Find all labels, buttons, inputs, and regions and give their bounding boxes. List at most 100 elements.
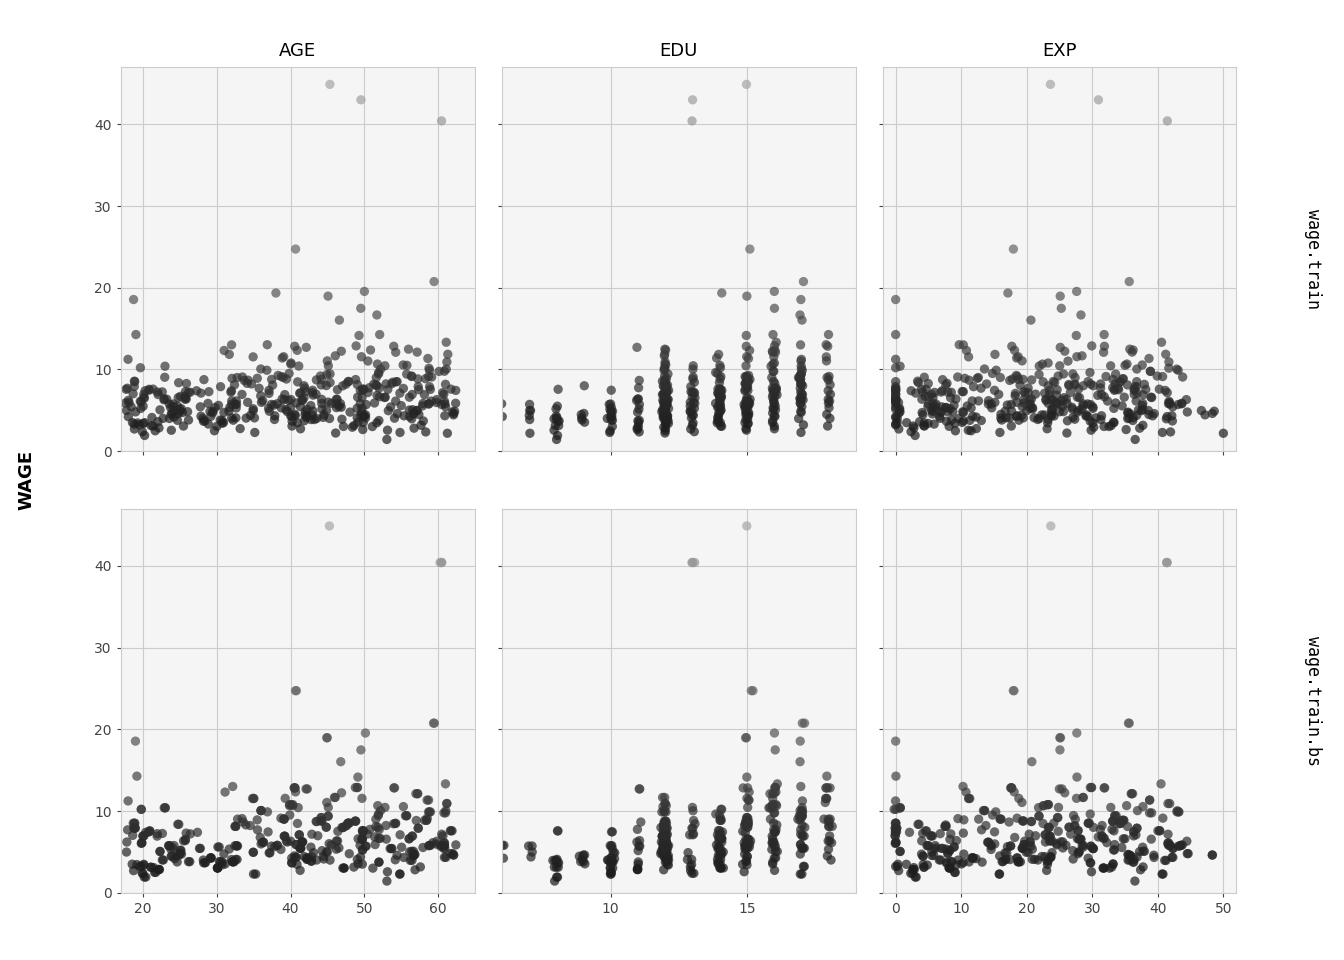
Point <box>708 823 730 838</box>
Point <box>310 813 332 828</box>
Point <box>284 780 305 796</box>
Point <box>423 274 445 289</box>
Point <box>1028 358 1050 373</box>
Point <box>270 842 292 857</box>
Point <box>628 380 649 396</box>
Point <box>1126 850 1148 865</box>
Point <box>368 389 390 404</box>
Point <box>597 852 618 868</box>
Point <box>765 384 786 399</box>
Point <box>962 851 984 866</box>
Point <box>543 411 564 426</box>
Point <box>1008 372 1030 387</box>
Point <box>737 378 758 394</box>
Point <box>257 804 278 820</box>
Point <box>735 394 757 409</box>
Point <box>132 866 153 881</box>
Point <box>681 385 703 400</box>
Point <box>333 860 355 876</box>
Point <box>970 822 992 837</box>
Point <box>1124 379 1145 395</box>
Point <box>937 846 958 861</box>
Point <box>543 859 564 875</box>
Point <box>306 411 328 426</box>
Point <box>737 857 758 873</box>
Point <box>909 414 930 429</box>
Point <box>1125 394 1146 409</box>
Point <box>1093 860 1114 876</box>
Point <box>789 866 810 881</box>
Point <box>1008 854 1030 870</box>
Point <box>355 410 376 425</box>
Point <box>296 340 317 355</box>
Point <box>345 372 367 387</box>
Point <box>939 401 961 417</box>
Point <box>253 834 274 850</box>
Point <box>1021 852 1043 867</box>
Point <box>953 779 974 794</box>
Point <box>905 385 926 400</box>
Point <box>395 808 417 824</box>
Point <box>1120 848 1141 863</box>
Point <box>655 400 676 416</box>
Point <box>173 833 195 849</box>
Point <box>766 777 788 792</box>
Point <box>710 390 731 405</box>
Point <box>680 410 702 425</box>
Point <box>1003 241 1024 256</box>
Point <box>294 384 316 399</box>
Point <box>599 854 621 870</box>
Point <box>628 413 649 428</box>
Point <box>1004 388 1025 403</box>
Point <box>710 831 731 847</box>
Point <box>762 786 784 802</box>
Point <box>887 859 909 875</box>
Point <box>913 849 934 864</box>
Point <box>1141 390 1163 405</box>
Point <box>363 376 384 392</box>
Point <box>1169 838 1191 853</box>
Point <box>1038 853 1059 869</box>
Point <box>332 820 353 835</box>
Point <box>711 844 732 859</box>
Point <box>1117 411 1138 426</box>
Point <box>296 781 317 797</box>
Point <box>351 92 372 108</box>
Point <box>171 843 192 858</box>
Point <box>347 390 368 405</box>
Point <box>1094 389 1116 404</box>
Point <box>1094 326 1116 342</box>
Point <box>707 852 728 867</box>
Point <box>355 407 376 422</box>
Point <box>546 432 567 447</box>
Point <box>442 404 464 420</box>
Point <box>169 404 191 420</box>
Point <box>657 400 679 416</box>
Point <box>1047 382 1068 397</box>
Point <box>245 866 266 881</box>
Point <box>1126 361 1148 376</box>
Point <box>659 852 680 868</box>
Point <box>980 838 1001 853</box>
Point <box>945 865 966 880</box>
Point <box>1118 715 1140 731</box>
Point <box>911 392 933 407</box>
Point <box>681 372 703 387</box>
Point <box>886 835 907 851</box>
Point <box>930 852 952 868</box>
Point <box>210 379 231 395</box>
Point <box>289 841 310 856</box>
Point <box>790 372 812 387</box>
Point <box>211 854 233 870</box>
Point <box>707 841 728 856</box>
Point <box>130 395 152 410</box>
Point <box>656 816 677 831</box>
Point <box>161 849 183 864</box>
Point <box>995 403 1016 419</box>
Point <box>684 816 706 831</box>
Point <box>245 424 266 440</box>
Point <box>656 384 677 399</box>
Point <box>884 380 906 396</box>
Point <box>138 825 160 840</box>
Point <box>1047 369 1068 384</box>
